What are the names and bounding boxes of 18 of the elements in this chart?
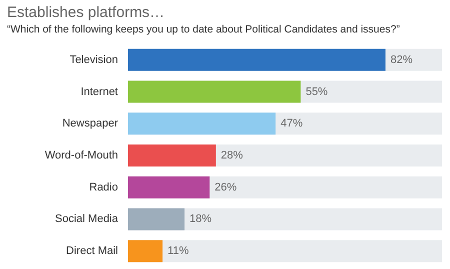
data-label: 18% bbox=[190, 213, 212, 226]
chart-subtitle: “Which of the following keeps you up to date about Political Candidates and issues?” bbox=[7, 24, 400, 36]
y-tick-label: Radio bbox=[89, 181, 118, 194]
y-tick-label: Direct Mail bbox=[66, 245, 118, 258]
y-tick-label: Television bbox=[70, 54, 118, 66]
data-label: 11% bbox=[168, 245, 189, 258]
bar bbox=[128, 208, 185, 230]
data-label: 82% bbox=[390, 54, 413, 66]
data-label: 28% bbox=[220, 150, 244, 162]
data-label: 26% bbox=[214, 181, 237, 194]
data-label: 47% bbox=[280, 118, 303, 130]
bar bbox=[128, 240, 163, 262]
chart-title: Establishes platforms… bbox=[7, 4, 165, 21]
y-tick-label: Word-of-Mouth bbox=[44, 150, 118, 162]
y-tick-label: Internet bbox=[80, 86, 118, 98]
y-tick-label: Newspaper bbox=[62, 118, 118, 130]
y-tick-label: Social Media bbox=[55, 213, 119, 226]
data-label: 55% bbox=[306, 86, 328, 98]
